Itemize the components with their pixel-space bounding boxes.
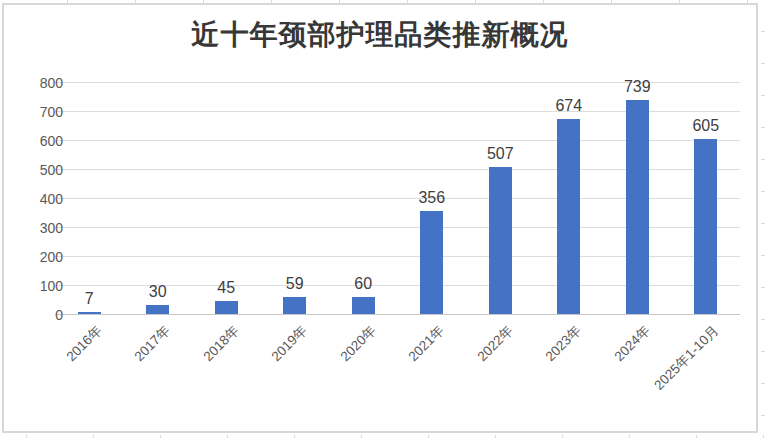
bar-value-label: 30 [149, 283, 167, 301]
bar-2018年[interactable] [215, 301, 238, 314]
x-axis-label: 2016年 [62, 322, 106, 366]
bar-value-label: 674 [555, 97, 582, 115]
bar-2017年[interactable] [146, 305, 169, 314]
x-axis-line [55, 314, 740, 315]
x-axis-label: 2025年1-10月 [650, 322, 722, 394]
bar-2016年[interactable] [78, 312, 101, 314]
y-axis-tick-label: 300 [18, 220, 63, 236]
x-axis-label: 2021年 [405, 322, 449, 366]
bar-value-label: 605 [692, 117, 719, 135]
x-axis-label: 2018年 [199, 322, 243, 366]
bar-2022年[interactable] [489, 167, 512, 314]
plot-area: 730455960356507674739605 [55, 83, 740, 315]
bar-value-label: 7 [85, 290, 94, 308]
bar-2023年[interactable] [557, 119, 580, 314]
bar-value-label: 59 [286, 275, 304, 293]
y-axis-tick-label: 600 [18, 133, 63, 149]
bar-2024年[interactable] [626, 100, 649, 314]
y-axis-tick-label: 100 [18, 278, 63, 294]
worksheet-column-right-of-chart [761, 0, 765, 438]
x-axis-label: 2020年 [336, 322, 380, 366]
bar-value-label: 507 [487, 145, 514, 163]
bar-value-label: 60 [354, 275, 372, 293]
bar-2019年[interactable] [283, 297, 306, 314]
x-axis-label: 2019年 [268, 322, 312, 366]
y-axis-tick-label: 800 [18, 75, 63, 91]
x-axis-label: 2022年 [473, 322, 517, 366]
bar-value-label: 739 [624, 78, 651, 96]
y-axis-tick-label: 500 [18, 162, 63, 178]
x-axis-label: 2024年 [610, 322, 654, 366]
chart-object[interactable]: 近十年颈部护理品类推新概况 7 30 45 59 60 356 507 674 739 605 0… [2, 3, 758, 433]
y-axis-tick-label: 400 [18, 191, 63, 207]
y-axis-tick-label: 700 [18, 104, 63, 120]
bar-value-label: 45 [217, 279, 235, 297]
y-axis-tick-label: 200 [18, 249, 63, 265]
bar-2020年[interactable] [352, 297, 375, 314]
x-axis-label: 2017年 [131, 322, 175, 366]
bar-value-label: 356 [418, 189, 445, 207]
y-axis-tick-label: 0 [18, 307, 63, 323]
chart-title: 近十年颈部护理品类推新概况 [4, 16, 756, 54]
x-axis-label: 2023年 [542, 322, 586, 366]
bar-2025年1-10月[interactable] [694, 139, 717, 314]
bar-2021年[interactable] [420, 211, 443, 314]
